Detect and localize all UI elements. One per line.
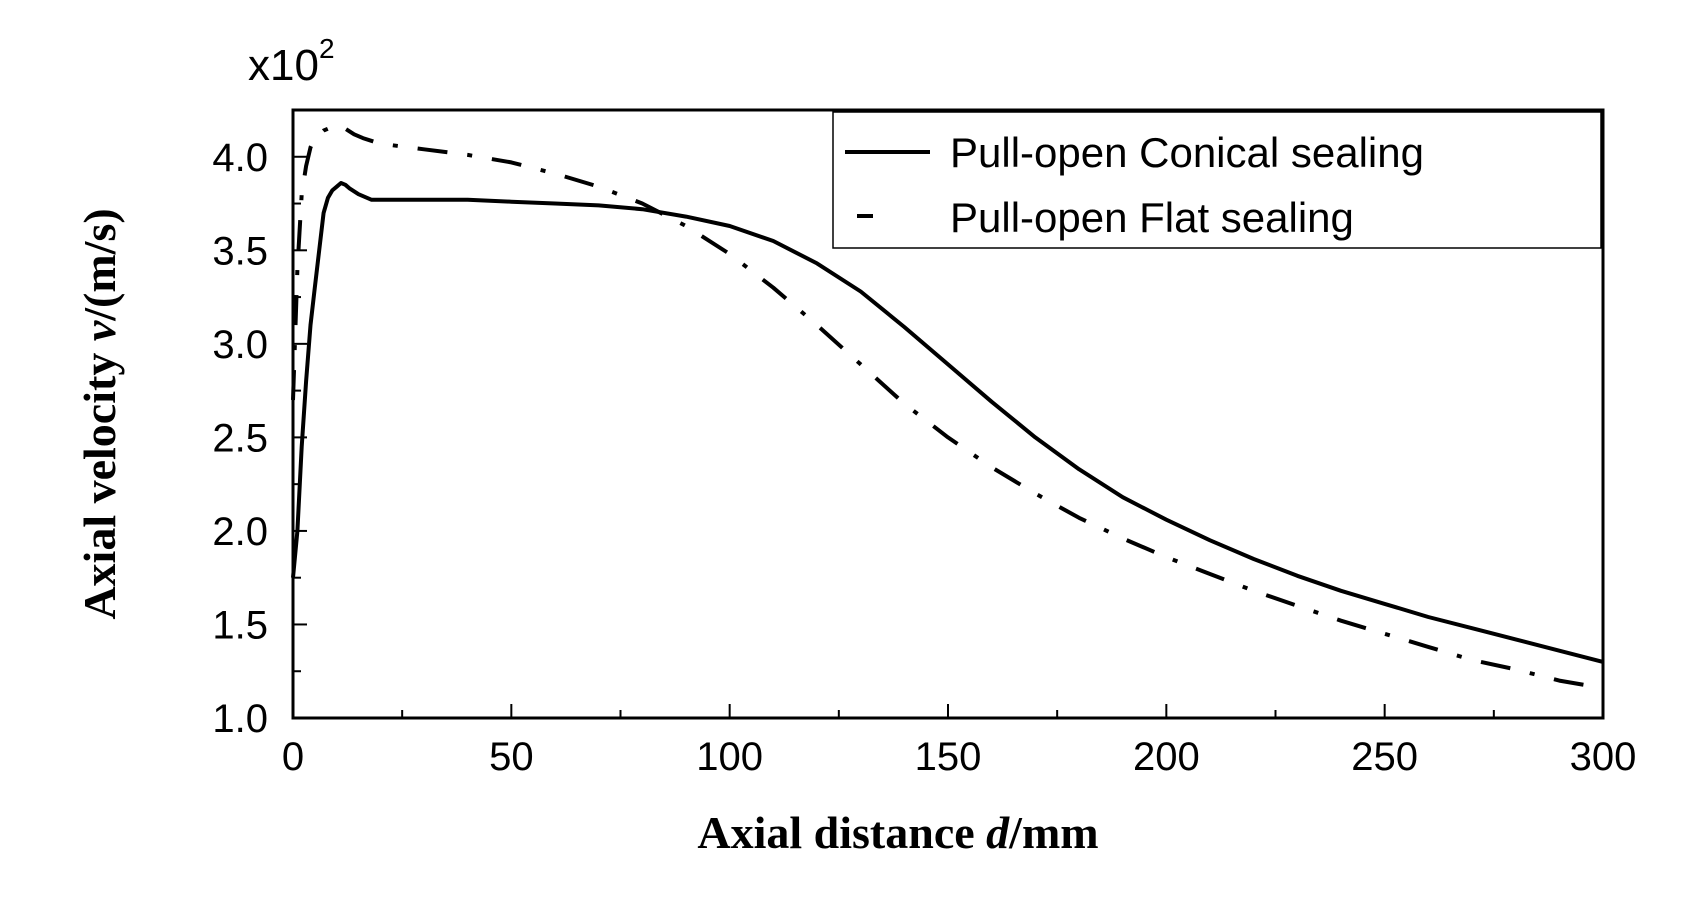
y-tick-label: 2.5 (212, 416, 268, 460)
x-tick-label: 250 (1351, 735, 1418, 779)
legend-box (832, 111, 1602, 249)
y-tick-label: 1.0 (212, 697, 268, 741)
y-multiplier-exponent: 2 (319, 33, 335, 64)
x-tick-label: 100 (696, 735, 763, 779)
y-tick-label: 3.5 (212, 229, 268, 273)
x-axis-title-part-2: d (986, 807, 1010, 858)
y-multiplier: x102 (248, 33, 335, 90)
y-tick-label: 1.5 (212, 603, 268, 647)
plot-marks (291, 123, 1604, 691)
y-axis-title-part-2: v (74, 320, 125, 341)
x-tick-label: 50 (489, 735, 534, 779)
x-axis-title: Axial distance d/mm (697, 807, 1098, 858)
x-axis-title-part-3: /mm (1008, 807, 1098, 858)
y-tick-label: 4.0 (212, 136, 268, 180)
x-axis-title-part-1: Axial distance (697, 807, 986, 858)
y-axis-title: Axial velocity v/(m/s) (74, 208, 125, 619)
series-line-flat (291, 123, 1604, 691)
x-tick-label: 150 (915, 735, 982, 779)
y-multiplier-base: x10 (248, 41, 319, 90)
legend-label-conical: Pull-open Conical sealing (950, 129, 1424, 176)
y-axis-title-part-1: Axial velocity (74, 341, 125, 620)
legend-label-flat: Pull-open Flat sealing (950, 194, 1354, 241)
series-line-conical (291, 181, 1604, 664)
axis-ticks: 0 50 100 150 200 250 300 1.0 1.5 2.0 2.5 3.0 3.5 4.0 (212, 136, 1636, 779)
y-tick-label: 3.0 (212, 323, 268, 367)
y-axis-title-part-3: /(m/s) (74, 208, 125, 321)
x-tick-label: 200 (1133, 735, 1200, 779)
y-tick-label: 2.0 (212, 510, 268, 554)
x-tick-label: 0 (282, 735, 304, 779)
x-tick-label: 300 (1570, 735, 1637, 779)
legend: Pull-open Conical sealing Pull-open Flat… (832, 111, 1602, 249)
